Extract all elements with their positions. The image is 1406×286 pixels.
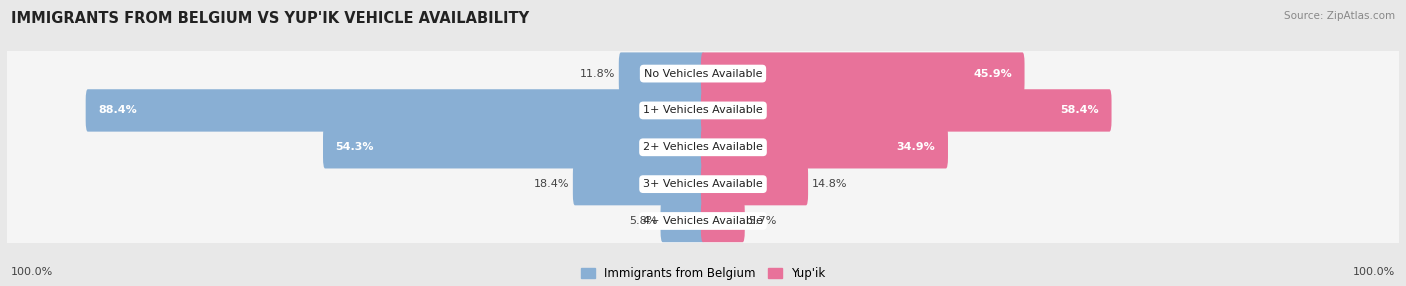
FancyBboxPatch shape bbox=[0, 156, 1406, 212]
FancyBboxPatch shape bbox=[572, 163, 704, 205]
FancyBboxPatch shape bbox=[0, 45, 1406, 102]
Text: 34.9%: 34.9% bbox=[897, 142, 935, 152]
FancyBboxPatch shape bbox=[702, 89, 1112, 132]
FancyBboxPatch shape bbox=[661, 200, 704, 242]
Text: 2+ Vehicles Available: 2+ Vehicles Available bbox=[643, 142, 763, 152]
FancyBboxPatch shape bbox=[323, 126, 704, 168]
FancyBboxPatch shape bbox=[702, 200, 745, 242]
Text: 5.8%: 5.8% bbox=[628, 216, 657, 226]
FancyBboxPatch shape bbox=[0, 82, 1406, 138]
Text: 100.0%: 100.0% bbox=[11, 267, 53, 277]
Text: 11.8%: 11.8% bbox=[579, 69, 616, 79]
Text: 100.0%: 100.0% bbox=[1353, 267, 1395, 277]
FancyBboxPatch shape bbox=[702, 52, 1025, 95]
FancyBboxPatch shape bbox=[0, 119, 1406, 175]
Legend: Immigrants from Belgium, Yup'ik: Immigrants from Belgium, Yup'ik bbox=[581, 267, 825, 280]
Text: 88.4%: 88.4% bbox=[98, 106, 136, 116]
Text: Source: ZipAtlas.com: Source: ZipAtlas.com bbox=[1284, 11, 1395, 21]
FancyBboxPatch shape bbox=[619, 52, 704, 95]
Text: 45.9%: 45.9% bbox=[973, 69, 1012, 79]
Text: IMMIGRANTS FROM BELGIUM VS YUP'IK VEHICLE AVAILABILITY: IMMIGRANTS FROM BELGIUM VS YUP'IK VEHICL… bbox=[11, 11, 530, 26]
Text: 58.4%: 58.4% bbox=[1060, 106, 1099, 116]
Text: 14.8%: 14.8% bbox=[811, 179, 846, 189]
Text: 4+ Vehicles Available: 4+ Vehicles Available bbox=[643, 216, 763, 226]
FancyBboxPatch shape bbox=[0, 193, 1406, 249]
FancyBboxPatch shape bbox=[86, 89, 704, 132]
FancyBboxPatch shape bbox=[702, 126, 948, 168]
Text: 5.7%: 5.7% bbox=[748, 216, 776, 226]
Text: 1+ Vehicles Available: 1+ Vehicles Available bbox=[643, 106, 763, 116]
Text: 54.3%: 54.3% bbox=[336, 142, 374, 152]
Text: 18.4%: 18.4% bbox=[534, 179, 569, 189]
FancyBboxPatch shape bbox=[702, 163, 808, 205]
Text: 3+ Vehicles Available: 3+ Vehicles Available bbox=[643, 179, 763, 189]
Text: No Vehicles Available: No Vehicles Available bbox=[644, 69, 762, 79]
